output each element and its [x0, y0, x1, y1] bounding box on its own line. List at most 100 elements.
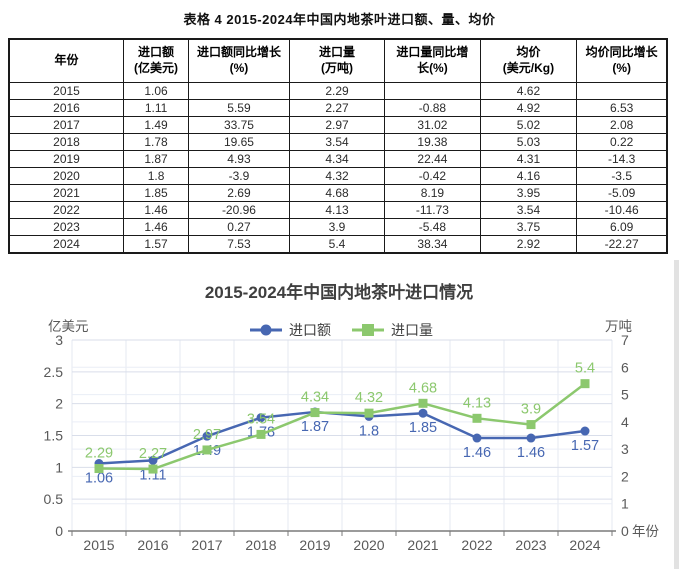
- page-edge-strip: [674, 260, 679, 569]
- left-axis-unit: 亿美元: [48, 319, 89, 334]
- value-cell: [188, 82, 290, 100]
- legend-item-import-value[interactable]: 进口额: [289, 322, 331, 338]
- value-cell: 8.19: [384, 184, 481, 202]
- value-cell: [576, 82, 668, 100]
- legend-square-icon: [362, 324, 374, 336]
- data-point-square: [256, 429, 266, 439]
- value-cell: 4.16: [479, 167, 578, 185]
- value-cell: 5.59: [188, 99, 290, 117]
- data-label: 3.54: [247, 411, 275, 427]
- table-row: 2017 1.49 33.75 2.97 31.02 5.02 2.08: [8, 116, 668, 134]
- right-axis-tick-label: 6: [621, 359, 629, 375]
- x-axis-label: 2023: [515, 537, 546, 553]
- x-axis-label: 2016: [137, 537, 168, 553]
- value-cell: 5.4: [288, 235, 386, 254]
- value-cell: 5.02: [479, 116, 578, 134]
- value-cell: 1.46: [122, 201, 190, 219]
- value-cell: 1.11: [122, 99, 190, 117]
- table-body: 2015 1.06 2.29 4.62 2016 1.11 5.59 2.27 -0.88 4.9…: [8, 82, 668, 254]
- value-cell: [384, 82, 481, 100]
- data-point-circle: [256, 413, 266, 423]
- data-label: 4.13: [463, 395, 491, 411]
- value-cell: -10.46: [576, 201, 668, 219]
- data-point-square: [202, 445, 212, 455]
- data-point-circle: [472, 433, 482, 443]
- value-cell: 1.06: [122, 82, 190, 100]
- value-cell: 19.65: [188, 133, 290, 151]
- left-axis-tick-label: 1.5: [44, 428, 64, 444]
- value-cell: 4.93: [188, 150, 290, 168]
- data-point-square: [94, 464, 104, 474]
- table-header-cell: 进口额同比增长 (%): [188, 38, 290, 83]
- table-row: 2016 1.11 5.59 2.27 -0.88 4.92 6.53: [8, 99, 668, 117]
- value-cell: 4.92: [479, 99, 578, 117]
- x-axis-label: 2017: [191, 537, 222, 553]
- table-row: 2021 1.85 2.69 4.68 8.19 3.95 -5.09: [8, 184, 668, 202]
- value-cell: -5.09: [576, 184, 668, 202]
- value-cell: 22.44: [384, 150, 481, 168]
- right-axis-tick-label: 2: [621, 468, 629, 484]
- right-axis-tick-label: 4: [621, 414, 629, 430]
- data-label: 5.4: [575, 361, 595, 377]
- x-axis-label: 2022: [461, 537, 492, 553]
- value-cell: 3.9: [288, 218, 386, 236]
- value-cell: 3.95: [479, 184, 578, 202]
- value-cell: 4.31: [479, 150, 578, 168]
- value-cell: -14.3: [576, 150, 668, 168]
- legend-item-import-volume[interactable]: 进口量: [391, 322, 433, 338]
- value-cell: 1.57: [122, 235, 190, 254]
- series-line-import-volume: [98, 382, 586, 471]
- value-cell: 3.75: [479, 218, 578, 236]
- right-axis-tick-label: 7: [621, 332, 629, 348]
- value-cell: 33.75: [188, 116, 290, 134]
- table-row: 2022 1.46 -20.96 4.13 -11.73 3.54 -10.46: [8, 201, 668, 219]
- data-label: 4.34: [301, 390, 329, 406]
- tea-import-table: 年份 进口额 (亿美元) 进口额同比增长 (%) 进口量 (万吨) 进口量同比增 长(%…: [8, 38, 668, 254]
- year-cell: 2018: [8, 133, 124, 151]
- year-cell: 2024: [8, 235, 124, 254]
- value-cell: 1.49: [122, 116, 190, 134]
- value-cell: -0.42: [384, 167, 481, 185]
- right-axis-tick-label: 1: [621, 496, 629, 512]
- value-cell: 3.54: [479, 201, 578, 219]
- value-cell: -5.48: [384, 218, 481, 236]
- legend-circle-icon: [260, 324, 272, 336]
- right-axis-unit: 万吨: [605, 319, 632, 334]
- data-point-square: [364, 408, 374, 418]
- table-header-cell: 进口量 (万吨): [288, 38, 386, 83]
- table-row: 2024 1.57 7.53 5.4 38.34 2.92 -22.27: [8, 235, 668, 254]
- data-label: 1.87: [301, 419, 329, 435]
- table-header-row: 年份 进口额 (亿美元) 进口额同比增长 (%) 进口量 (万吨) 进口量同比增 长(%…: [8, 38, 668, 83]
- table-row: 2018 1.78 19.65 3.54 19.38 5.03 0.22: [8, 133, 668, 151]
- value-cell: 4.32: [288, 167, 386, 185]
- year-cell: 2022: [8, 201, 124, 219]
- data-point-circle: [148, 455, 158, 465]
- year-cell: 2020: [8, 167, 124, 185]
- value-cell: 1.8: [122, 167, 190, 185]
- left-axis-tick-label: 0.5: [44, 491, 64, 507]
- value-cell: -0.88: [384, 99, 481, 117]
- table-head: 年份 进口额 (亿美元) 进口额同比增长 (%) 进口量 (万吨) 进口量同比增 长(%…: [8, 38, 668, 83]
- value-cell: 38.34: [384, 235, 481, 254]
- chart-title: 2015-2024年中国内地茶叶进口情况: [205, 282, 473, 302]
- year-cell: 2021: [8, 184, 124, 202]
- value-cell: 1.78: [122, 133, 190, 151]
- year-cell: 2019: [8, 150, 124, 168]
- table-header-cell: 均价同比增长 (%): [576, 38, 668, 83]
- value-cell: 5.03: [479, 133, 578, 151]
- value-cell: 2.27: [288, 99, 386, 117]
- value-cell: 0.22: [576, 133, 668, 151]
- year-cell: 2023: [8, 218, 124, 236]
- x-axis-label: 2015: [83, 537, 114, 553]
- x-axis-label: 2019: [299, 537, 330, 553]
- value-cell: -20.96: [188, 201, 290, 219]
- data-point-circle: [202, 431, 212, 441]
- value-cell: 6.53: [576, 99, 668, 117]
- x-axis-label: 2020: [353, 537, 384, 553]
- data-point-square: [418, 398, 428, 408]
- data-label: 1.85: [409, 420, 437, 436]
- x-axis-label: 2018: [245, 537, 276, 553]
- data-label: 2.27: [139, 446, 167, 462]
- value-cell: 7.53: [188, 235, 290, 254]
